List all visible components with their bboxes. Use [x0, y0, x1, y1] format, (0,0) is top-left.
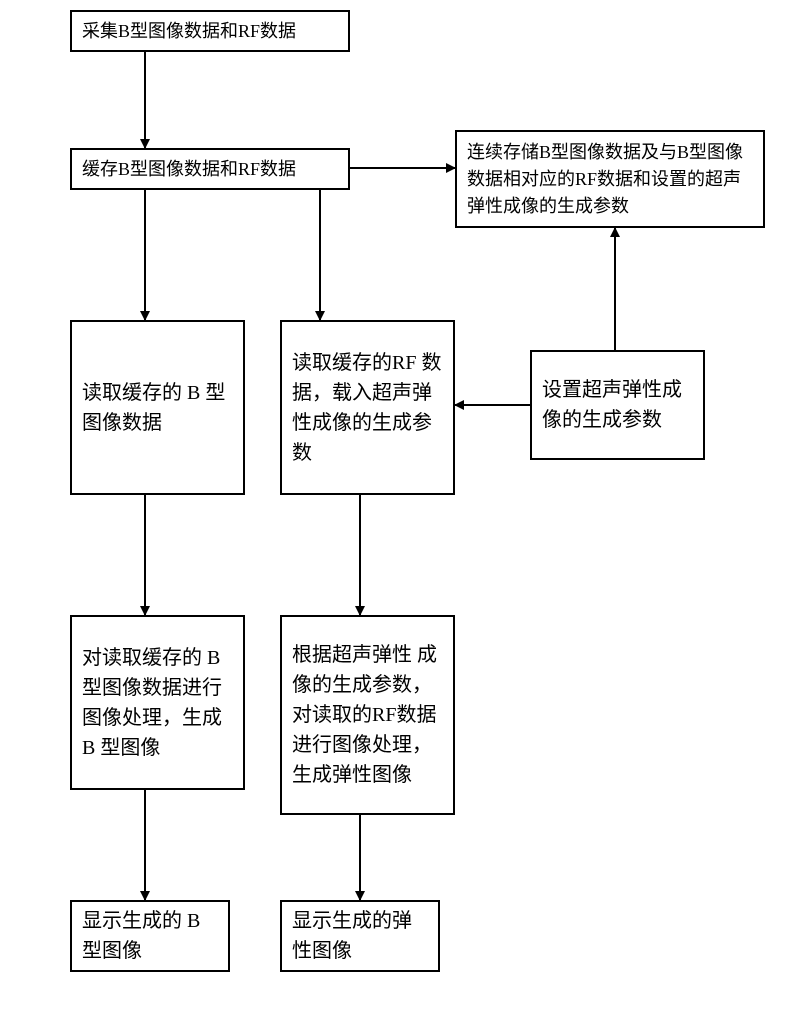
- node-label: 对读取缓存的 B 型图像数据进行图像处理，生成 B 型图像: [82, 643, 233, 763]
- node-process-b: 对读取缓存的 B 型图像数据进行图像处理，生成 B 型图像: [70, 615, 245, 790]
- node-process-rf: 根据超声弹性 成像的生成参数，对读取的RF数据进行图像处理，生成弹性图像: [280, 615, 455, 815]
- node-set-params: 设置超声弹性成像的生成参数: [530, 350, 705, 460]
- node-label: 显示生成的 B 型图像: [82, 906, 218, 966]
- node-display-b: 显示生成的 B 型图像: [70, 900, 230, 972]
- node-label: 根据超声弹性 成像的生成参数，对读取的RF数据进行图像处理，生成弹性图像: [292, 640, 443, 790]
- node-collect: 采集B型图像数据和RF数据: [70, 10, 350, 52]
- node-cache: 缓存B型图像数据和RF数据: [70, 148, 350, 190]
- node-label: 设置超声弹性成像的生成参数: [542, 375, 693, 435]
- node-label: 缓存B型图像数据和RF数据: [82, 156, 296, 183]
- node-label: 读取缓存的RF 数据，载入超声弹性成像的生成参数: [292, 348, 443, 468]
- node-label: 读取缓存的 B 型图像数据: [82, 378, 233, 438]
- node-store: 连续存储B型图像数据及与B型图像数据相对应的RF数据和设置的超声弹性成像的生成参…: [455, 130, 765, 228]
- node-read-b: 读取缓存的 B 型图像数据: [70, 320, 245, 495]
- node-read-rf: 读取缓存的RF 数据，载入超声弹性成像的生成参数: [280, 320, 455, 495]
- node-label: 显示生成的弹性图像: [292, 906, 428, 966]
- node-label: 采集B型图像数据和RF数据: [82, 18, 296, 45]
- node-display-elastic: 显示生成的弹性图像: [280, 900, 440, 972]
- node-label: 连续存储B型图像数据及与B型图像数据相对应的RF数据和设置的超声弹性成像的生成参…: [467, 139, 753, 220]
